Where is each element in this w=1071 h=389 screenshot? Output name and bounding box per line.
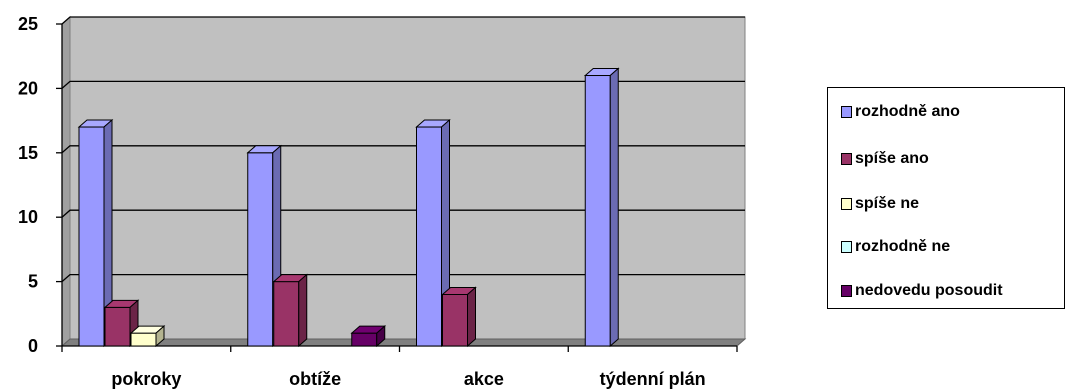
gridline: [61, 273, 745, 283]
bar-spíše-ano-obtíže: [272, 273, 309, 348]
legend-swatch: [841, 198, 852, 210]
bar-front: [442, 293, 468, 347]
bar-rozhodně-ano-týdenní-plán: [583, 67, 620, 348]
gridline: [61, 209, 745, 218]
bar-front: [416, 126, 442, 347]
x-tick-label: obtíže: [289, 369, 341, 389]
bar-spíše-ano-akce: [441, 286, 477, 348]
legend-entry: spíše ano: [841, 149, 929, 169]
legend-entry: rozhodně ano: [841, 102, 960, 122]
legend-swatch: [841, 153, 852, 165]
floor: [60, 338, 747, 347]
bars: [77, 67, 620, 348]
bar-side: [467, 286, 476, 348]
legend-swatch: [841, 285, 852, 297]
axes: [56, 23, 738, 352]
y-tick-labels: 0 5 10 15 20 25: [18, 14, 38, 356]
bar-rozhodně-ano-pokroky: [77, 118, 114, 348]
side-wall: [61, 15, 71, 348]
bar-side: [609, 67, 619, 348]
legend-label: rozhodně ano: [855, 103, 960, 120]
legend-swatch: [841, 106, 852, 118]
gridlines: [61, 16, 745, 283]
x-tick-label: pokroky: [111, 369, 181, 389]
legend-swatch: [841, 241, 852, 253]
bar-side: [298, 273, 308, 348]
x-tick-label: týdenní plán: [600, 369, 706, 389]
legend-label: spíše ne: [855, 195, 920, 212]
gridline: [61, 80, 745, 89]
chart-walls: [60, 15, 747, 348]
gridline: [61, 145, 745, 154]
legend-entry: rozhodně ne: [841, 237, 950, 257]
bar-front: [351, 332, 378, 347]
legend-label: nedovedu posoudit: [855, 282, 1003, 299]
bar-front: [130, 332, 157, 347]
bar-spíše-ne-pokroky: [129, 325, 166, 348]
bar-front: [247, 152, 274, 347]
legend-label: rozhodně ne: [855, 238, 951, 255]
legend-label: spíše ano: [855, 150, 929, 167]
x-tick-labels: pokroky obtíže akce týdenní plán: [111, 369, 705, 389]
bar-nedovedu-posoudit-obtíže: [350, 325, 387, 348]
legend-entry: nedovedu posoudit: [841, 281, 1003, 301]
bar-rozhodně-ano-akce: [415, 118, 451, 348]
back-wall: [69, 16, 746, 340]
bar-side: [376, 325, 386, 348]
y-tick-label: 0: [28, 336, 38, 356]
legend-entry: spíše ne: [841, 194, 919, 214]
bar-front: [584, 75, 611, 347]
gridline: [61, 16, 745, 25]
y-tick-label: 25: [18, 14, 38, 34]
y-tick-label: 15: [18, 143, 38, 163]
x-tick-label: akce: [464, 369, 504, 389]
bar-side: [155, 325, 165, 348]
legend: rozhodně ano spíše ano spíše ne rozhodně ne…: [827, 87, 1065, 309]
bar-front: [78, 126, 105, 347]
y-tick-label: 20: [18, 78, 38, 98]
bar-front: [104, 306, 131, 347]
y-tick-label: 5: [28, 272, 38, 292]
bar-front: [273, 281, 300, 347]
y-tick-label: 10: [18, 207, 38, 227]
